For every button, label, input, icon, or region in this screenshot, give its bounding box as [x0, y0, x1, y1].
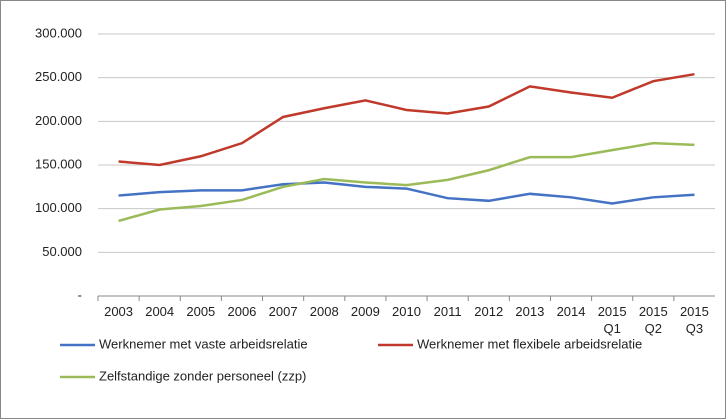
x-tick-label: 2015 Q1: [597, 304, 627, 336]
x-tick-label: 2005: [186, 304, 216, 319]
x-tick-label: 2011: [433, 304, 462, 319]
x-tick-label: 2015 Q3: [679, 304, 709, 336]
legend-label: Zelfstandige zonder personeel (zzp): [99, 368, 306, 383]
series-line: [118, 181, 695, 205]
y-tick-label: 50.000: [42, 244, 82, 259]
x-tick-label: 2013: [515, 304, 545, 319]
series-line: [118, 72, 695, 167]
x-tick-label: 2007: [268, 304, 298, 319]
x-tick-label: 2014: [556, 304, 586, 319]
y-tick-label: -: [78, 287, 82, 302]
x-tick-label: 2009: [350, 304, 380, 319]
y-tick-label: 250.000: [35, 69, 82, 84]
y-tick-label: 150.000: [35, 156, 82, 171]
y-tick-label: 300.000: [35, 25, 82, 40]
x-tick-label: 2008: [309, 304, 339, 319]
x-tick-label: 2010: [392, 304, 421, 319]
x-tick-label: 2006: [227, 304, 257, 319]
x-tick-label: 2004: [145, 304, 175, 319]
legend-label: Werknemer met flexibele arbeidsrelatie: [417, 336, 642, 351]
x-tick-label: 2003: [104, 304, 134, 319]
x-tick-label: 2012: [474, 304, 504, 319]
series-line: [118, 141, 695, 223]
legend-label: Werknemer met vaste arbeidsrelatie: [99, 336, 308, 351]
x-tick-label: 2015 Q2: [638, 304, 668, 336]
y-tick-label: 100.000: [35, 200, 82, 215]
y-tick-label: 200.000: [35, 113, 82, 128]
